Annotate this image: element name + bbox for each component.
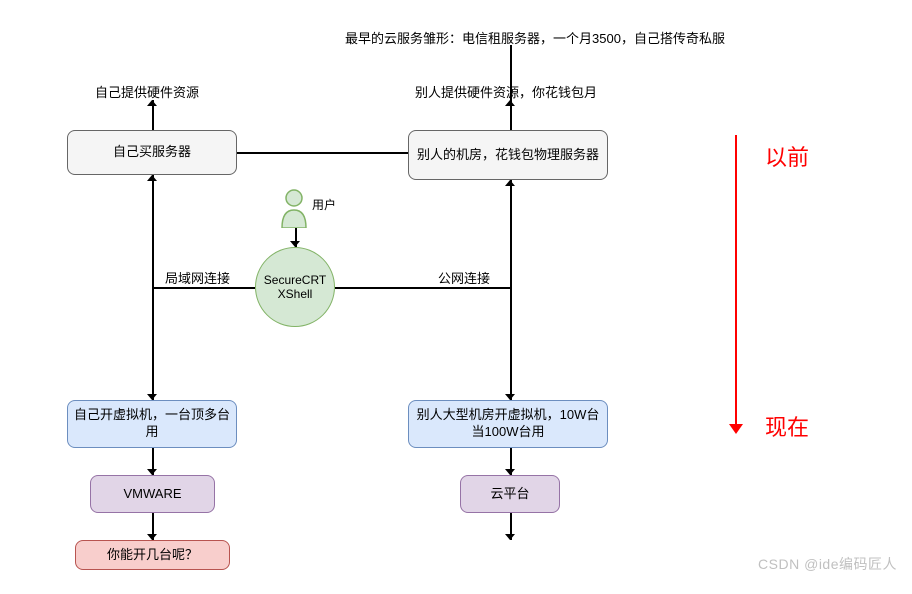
label-lan: 局域网连接 [165,268,230,287]
arrow-head [505,534,515,540]
arrow-head [147,100,157,106]
edge-wan_line [335,287,510,289]
node-vmware: VMWARE [90,475,215,513]
node-own_vm: 自己开虚拟机，一台顶多台用 [67,400,237,448]
arrow-head [147,469,157,475]
title-text: 最早的云服务雏形：电信租服务器，一个月3500，自己搭传奇私服 [285,28,785,47]
edge-buy_to_rent [237,152,408,154]
edge-rent_down [510,180,512,400]
node-buy_server: 自己买服务器 [67,130,237,175]
node-cloud: 云平台 [460,475,560,513]
arrow-head [505,100,515,106]
arrow-head [729,424,743,434]
timeline-arrow [735,135,737,430]
label-before: 以前 [765,140,809,172]
node-rent_server: 别人的机房，花钱包物理服务器 [408,130,608,180]
node-securecrt: SecureCRT XShell [255,247,335,327]
arrow-head [505,394,515,400]
node-other_vm: 别人大型机房开虚拟机，10W台当100W台用 [408,400,608,448]
label-user: 用户 [312,196,336,213]
arrow-head [147,175,157,181]
arrow-head [505,180,515,186]
arrow-head [505,469,515,475]
watermark-text: CSDN @ide编码匠人 [758,554,897,574]
label-rent-hw: 别人提供硬件资源，你花钱包月 [415,82,597,101]
arrow-head [290,241,300,247]
label-wan: 公网连接 [438,268,490,287]
node-q_left: 你能开几台呢？ [75,540,230,570]
arrow-head [147,534,157,540]
label-own-hw: 自己提供硬件资源 [95,82,199,101]
user-icon [279,188,309,228]
label-now: 现在 [765,410,809,442]
arrow-head [147,394,157,400]
edge-lan_line [152,287,255,289]
